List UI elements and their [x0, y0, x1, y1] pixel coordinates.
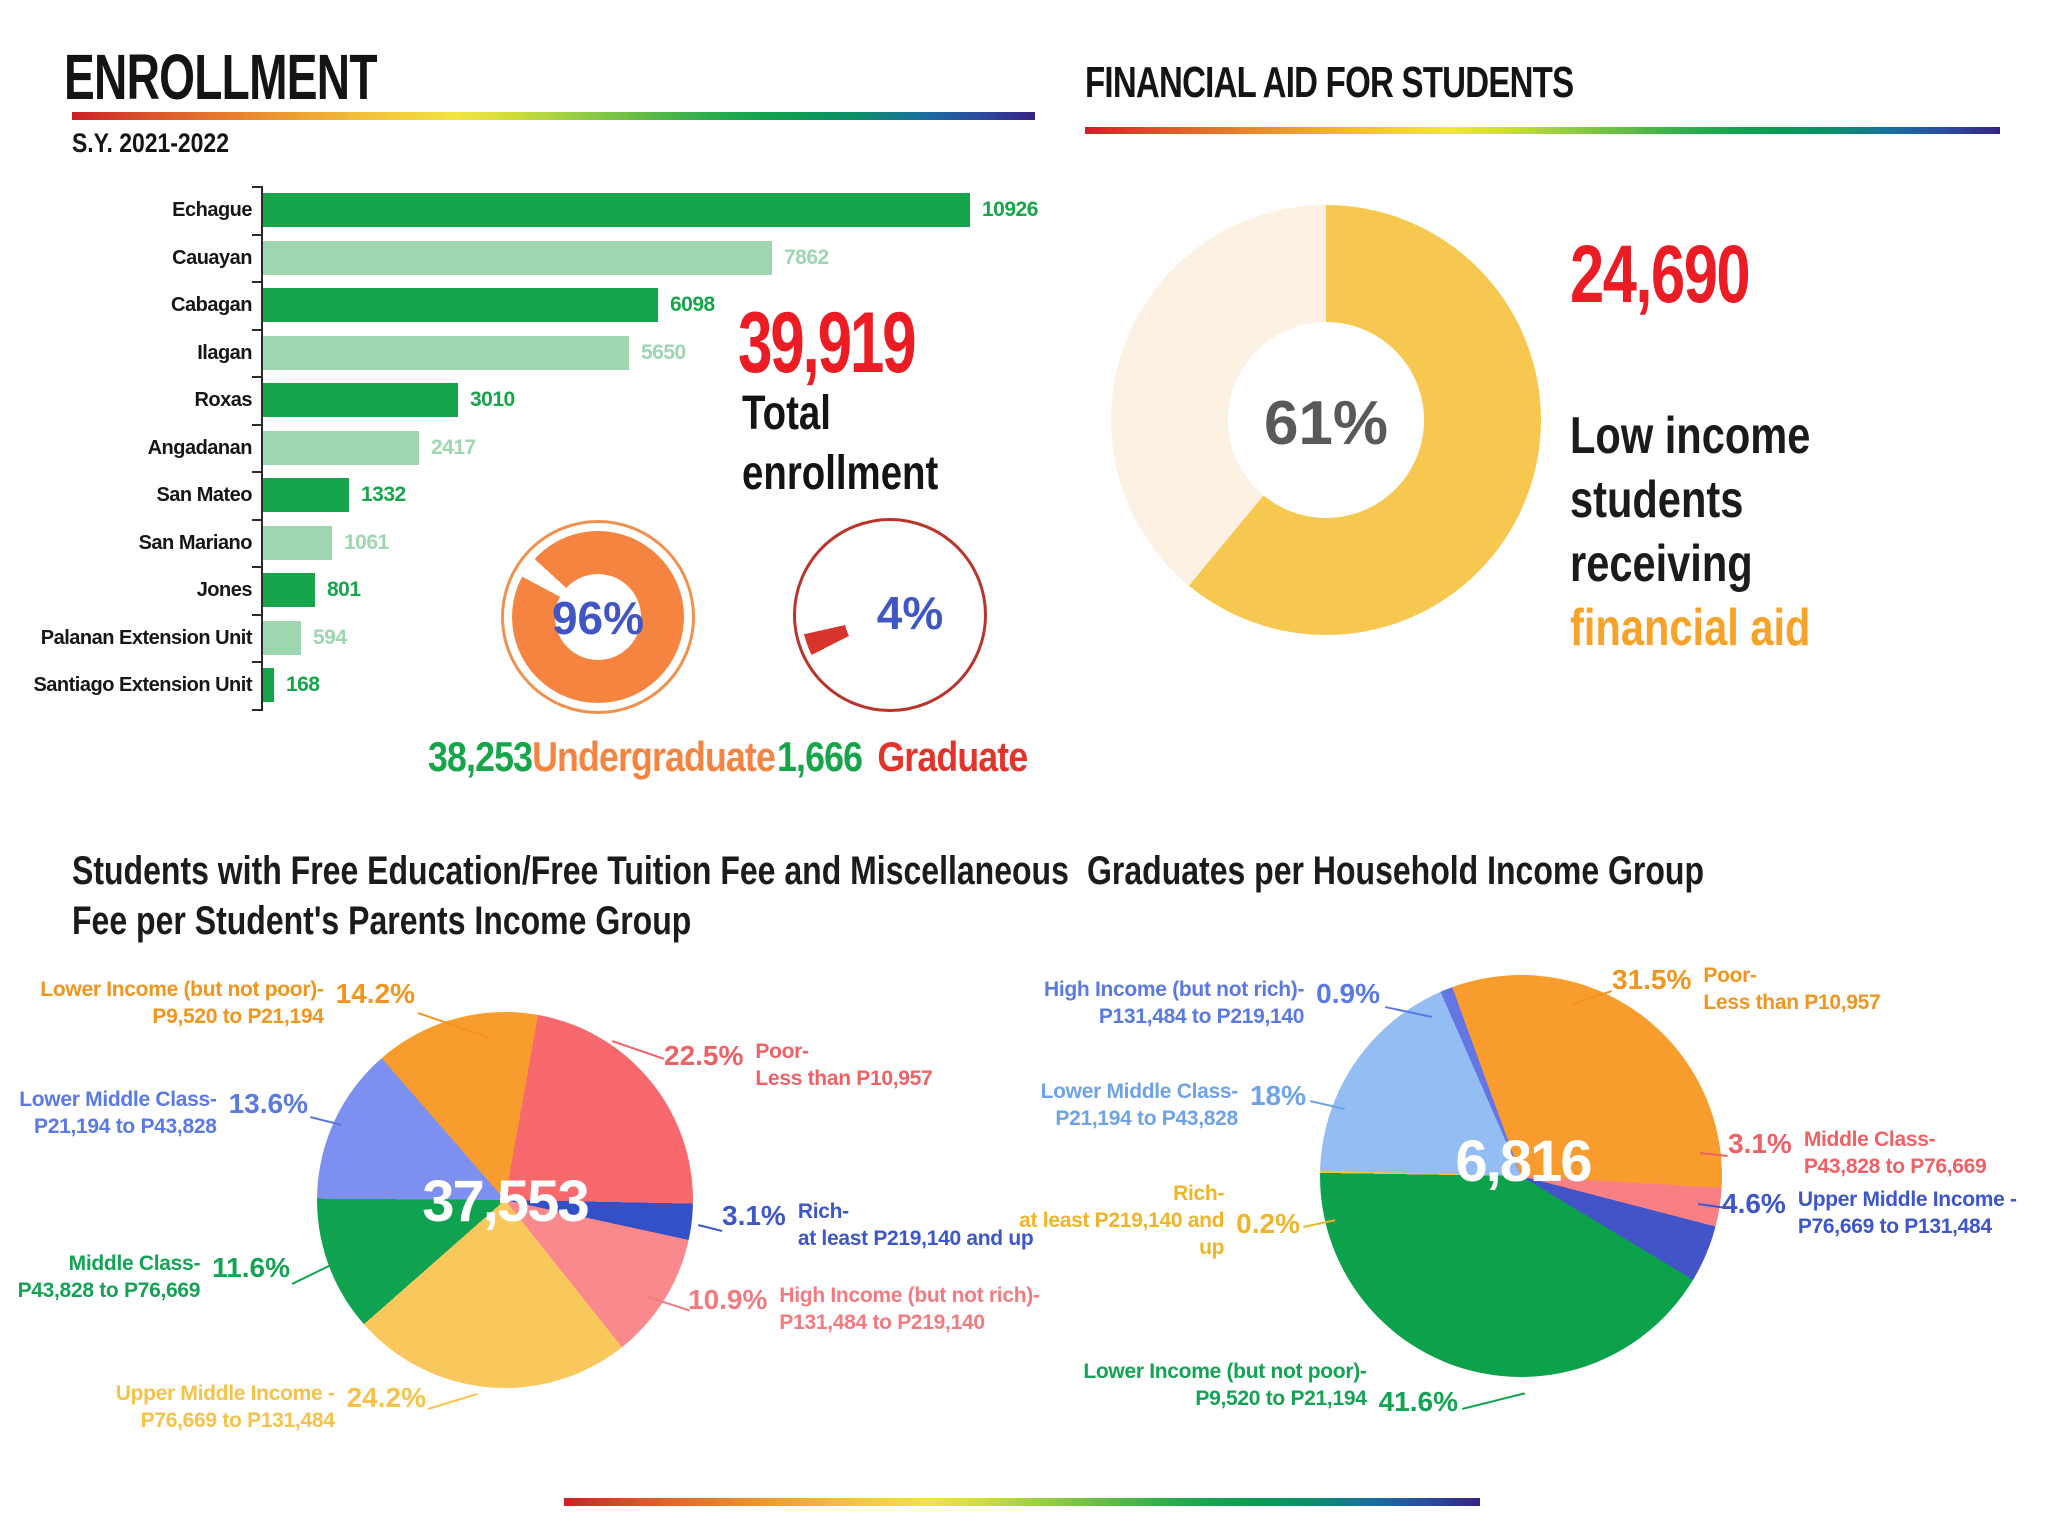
- bar-0: [263, 193, 970, 227]
- bar-category-label: Cabagan: [171, 294, 252, 316]
- bar-category-label: Angadanan: [147, 437, 253, 459]
- axis-tick: [252, 329, 261, 331]
- undergraduate-count-row: 38,253Undergraduate: [428, 733, 776, 781]
- bar-value-label: 168: [286, 673, 320, 696]
- axis-tick: [252, 471, 261, 473]
- axis-tick: [252, 424, 261, 426]
- financial-aid-highlight: financial aid: [1570, 599, 1811, 657]
- bar-category-label: Echague: [172, 199, 252, 221]
- pie1-total: 37,553: [422, 1169, 589, 1234]
- pie2-label-lower-middle: Lower Middle Class- P21,194 to P43,828 18…: [1040, 1080, 1306, 1130]
- undergraduate-label: Undergraduate: [532, 733, 776, 780]
- pie2-total: 6,816: [1455, 1129, 1592, 1194]
- axis-tick: [252, 709, 261, 711]
- undergraduate-count: 38,253: [428, 733, 533, 780]
- bar-value-label: 6098: [670, 293, 715, 316]
- bar-4: [263, 383, 458, 417]
- pie2-title: Graduates per Household Income Group: [1087, 849, 1704, 893]
- pie1-label-upper-middle: Upper Middle Income - P76,669 to P131,484…: [115, 1382, 426, 1432]
- bar-8: [263, 573, 315, 607]
- financial-aid-caption: Low income students receiving financial …: [1570, 404, 1810, 660]
- axis-tick: [252, 519, 261, 521]
- leader-line: [697, 1224, 723, 1233]
- axis-tick: [252, 566, 261, 568]
- financial-aid-rainbow-divider: [1085, 127, 2000, 134]
- bar-6: [263, 478, 349, 512]
- bar-value-label: 5650: [641, 341, 686, 364]
- total-enrollment-label: Total enrollment: [742, 387, 939, 500]
- axis-tick: [252, 281, 261, 283]
- bar-value-label: 7862: [784, 246, 829, 269]
- pie1-label-high-income: 10.9% High Income (but not rich)- P131,48…: [688, 1284, 1040, 1334]
- pie2-label-high-income: High Income (but not rich)- P131,484 to P…: [1043, 978, 1380, 1028]
- enrollment-rainbow-divider: [72, 112, 1035, 120]
- bar-value-label: 2417: [431, 436, 476, 459]
- bar-category-label: Santiago Extension Unit: [33, 674, 252, 696]
- bar-9: [263, 621, 301, 655]
- bar-2: [263, 288, 658, 322]
- school-year-label: S.Y. 2021-2022: [72, 128, 229, 158]
- enrollment-title: ENROLLMENT: [64, 41, 377, 113]
- pie1-label-rich: 3.1% Rich-at least P219,140 and up: [722, 1200, 1034, 1250]
- bar-value-label: 594: [313, 626, 347, 649]
- leader-line: [1461, 1392, 1526, 1410]
- financial-aid-donut: [1111, 205, 1541, 635]
- pie1-title: Students with Free Education/Free Tuitio…: [72, 849, 1069, 943]
- pie1-label-lower-middle: Lower Middle Class- P21,194 to P43,828 13…: [19, 1088, 308, 1138]
- financial-aid-donut-hole: [1228, 322, 1424, 518]
- axis-tick: [252, 186, 261, 188]
- axis-tick: [252, 234, 261, 236]
- pie1-chart: [317, 1012, 693, 1388]
- leader-line: [291, 1262, 336, 1285]
- financial-aid-percent: 61%: [1263, 389, 1389, 458]
- footer-rainbow-divider: [564, 1498, 1480, 1506]
- pie2-label-rich: Rich-at least P219,140 and up 0.2%: [1019, 1182, 1300, 1259]
- graduate-donut-hole: [844, 569, 936, 661]
- pie2-label-upper-middle: 4.6% Upper Middle Income - P76,669 to P13…: [1722, 1188, 2017, 1238]
- pie1-label-poor: 22.5% Poor- Less than P10,957: [664, 1040, 933, 1090]
- bar-category-label: Jones: [196, 579, 253, 601]
- pie1-label-lower-income: Lower Income (but not poor)- P9,520 to P2…: [40, 978, 415, 1028]
- undergraduate-donut-hole: [555, 574, 641, 660]
- total-enrollment-value: 39,919: [738, 295, 917, 391]
- bar-value-label: 801: [327, 578, 361, 601]
- bar-7: [263, 526, 332, 560]
- bar-1: [263, 241, 772, 275]
- pie2-label-lower-income: Lower Income (but not poor)- P9,520 to P2…: [1083, 1360, 1458, 1417]
- bar-value-label: 1061: [344, 531, 389, 554]
- axis-tick: [252, 614, 261, 616]
- graduate-label: Graduate: [877, 733, 1028, 780]
- bar-value-label: 1332: [361, 483, 406, 506]
- bar-value-label: 10926: [982, 198, 1038, 221]
- pie2-chart: [1320, 975, 1722, 1377]
- leader-line: [427, 1392, 479, 1410]
- bar-category-label: Ilagan: [197, 342, 252, 364]
- financial-aid-count: 24,690: [1570, 229, 1751, 320]
- graduate-percent: 4%: [876, 587, 944, 639]
- bar-5: [263, 431, 419, 465]
- bar-category-label: Palanan Extension Unit: [40, 627, 253, 649]
- undergraduate-percent: 96%: [551, 592, 645, 644]
- axis-tick: [252, 376, 261, 378]
- pie2-label-middle-class: 3.1% Middle Class- P43,828 to P76,669: [1728, 1128, 1987, 1178]
- bar-category-label: Cauayan: [172, 247, 252, 269]
- graduate-count: 1,666: [777, 733, 863, 780]
- bar-3: [263, 336, 629, 370]
- bar-10: [263, 668, 274, 702]
- bar-value-label: 3010: [470, 388, 515, 411]
- pie1-label-middle-class: Middle Class- P43,828 to P76,669 11.6%: [17, 1252, 290, 1302]
- graduate-donut: [793, 518, 987, 712]
- bar-category-label: San Mariano: [138, 532, 253, 554]
- financial-aid-title: FINANCIAL AID FOR STUDENTS: [1085, 58, 1574, 107]
- undergraduate-donut: [501, 520, 695, 714]
- pie2-label-poor: 31.5% Poor- Less than P10,957: [1612, 964, 1881, 1014]
- bar-category-label: Roxas: [194, 389, 252, 411]
- axis-line: [261, 186, 263, 711]
- graduate-count-row: 1,666 Graduate: [777, 733, 1028, 781]
- axis-tick: [252, 661, 261, 663]
- bar-category-label: San Mateo: [156, 484, 252, 506]
